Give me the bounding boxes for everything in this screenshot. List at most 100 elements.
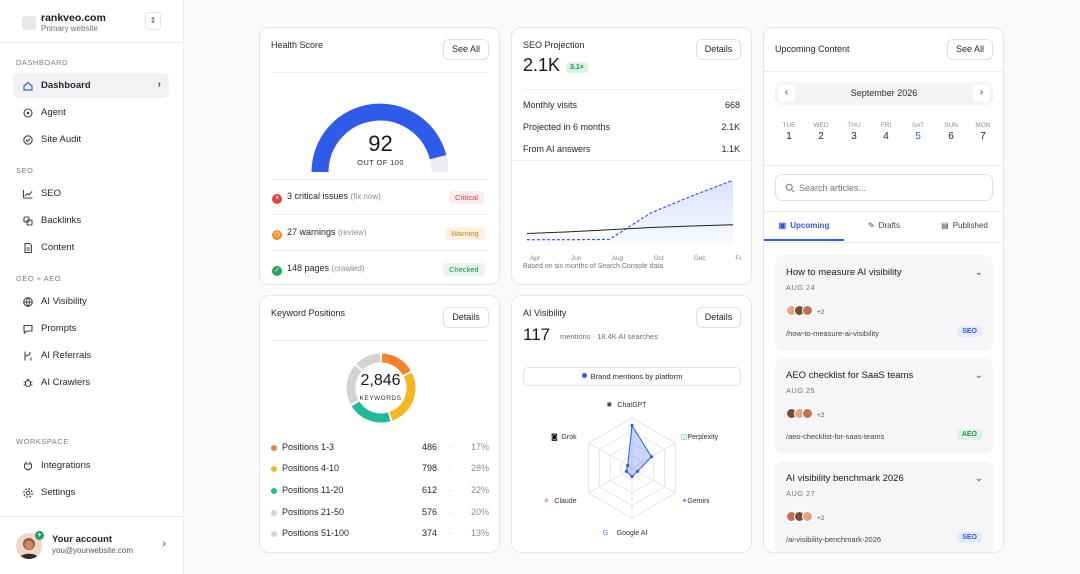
calendar-day[interactable]: TUE 1 xyxy=(778,122,800,142)
position-row[interactable]: Positions 1-3 486 · 17% xyxy=(271,441,489,455)
sidebar-item-label: Agent xyxy=(41,107,66,118)
sidebar-item-backlinks[interactable]: Backlinks xyxy=(13,208,169,233)
issue-row-checked[interactable]: ✓ 148 pages (crawled) xyxy=(272,263,364,276)
separator: · xyxy=(449,485,452,495)
legend-dot xyxy=(271,510,277,516)
sidebar-item-ai-visibility[interactable]: AI Visibility xyxy=(13,289,169,314)
account-name: Your account xyxy=(52,534,112,545)
tab-published[interactable]: ▤ Published xyxy=(924,215,1003,241)
chevron-updown-icon[interactable]: ⇕ xyxy=(145,12,161,30)
workspace-switcher[interactable]: rankveo.com Primary website xyxy=(22,11,162,35)
chevron-down-icon[interactable]: ⌄ xyxy=(974,267,983,278)
chevron-down-icon[interactable]: ⌄ xyxy=(974,473,983,484)
sidebar-item-integrations[interactable]: Integrations xyxy=(13,453,169,478)
account-menu[interactable]: + Your account you@yourwebsite.com › xyxy=(16,531,168,561)
position-row[interactable]: Positions 11-20 612 · 22% xyxy=(271,484,489,498)
issue-row-critical[interactable]: × 3 critical issues (fix now) xyxy=(272,191,381,204)
content-item[interactable]: AI visibility benchmark 2026 ⌄ AUG 27 +2… xyxy=(775,461,993,552)
sidebar-item-agent[interactable]: Agent xyxy=(13,100,169,125)
chevron-left-icon[interactable]: ‹ xyxy=(778,85,795,102)
sidebar-item-seo[interactable]: SEO xyxy=(13,181,169,206)
see-all-button[interactable]: See All xyxy=(443,39,489,60)
projection-line xyxy=(527,179,734,241)
content-item[interactable]: How to measure AI visibility ⌄ AUG 24 +2… xyxy=(775,255,993,351)
stat-label: From AI answers xyxy=(523,144,591,154)
details-button[interactable]: Details xyxy=(696,39,741,60)
status-badge: Checked xyxy=(443,263,485,276)
position-label: Positions 21-50 xyxy=(282,507,345,517)
radar-point[interactable] xyxy=(626,463,630,468)
radar-point[interactable] xyxy=(649,455,654,459)
item-date: AUG 24 xyxy=(786,283,816,292)
calendar-day[interactable]: THU 3 xyxy=(843,122,865,142)
issue-note: (review) xyxy=(338,228,367,237)
issue-note: (crawled) xyxy=(331,264,365,273)
assignee-avatars: +2 xyxy=(786,509,824,523)
content-item[interactable]: AEO checklist for SaaS teams ⌄ AUG 25 +2… xyxy=(775,358,993,454)
sidebar-item-label: Settings xyxy=(41,487,76,498)
radar-point[interactable] xyxy=(624,469,628,473)
sidebar-item-settings[interactable]: Settings xyxy=(13,480,169,505)
sidebar-item-ai-crawlers[interactable]: AI Crawlers xyxy=(13,370,169,395)
divider xyxy=(271,179,489,180)
calendar-day[interactable]: FRI 4 xyxy=(875,122,897,142)
see-all-button[interactable]: See All xyxy=(947,39,993,60)
details-button[interactable]: Details xyxy=(443,307,489,328)
donut-slice[interactable] xyxy=(389,372,416,421)
calendar-day-selected[interactable]: SAT 5 xyxy=(907,122,929,142)
plug-icon xyxy=(23,461,33,471)
position-value: 798 xyxy=(421,463,437,473)
calendar-day[interactable]: MON 7 xyxy=(972,122,994,142)
position-percent: 17% xyxy=(470,442,489,452)
sidebar-item-ai-referrals[interactable]: AI Referrals xyxy=(13,343,169,368)
sidebar-item-site-audit[interactable]: Site Audit xyxy=(13,127,169,152)
position-row[interactable]: Positions 51-100 374 · 13% xyxy=(271,527,489,541)
day-name: THU xyxy=(847,122,861,129)
platform-filter-chip[interactable]: Brand mentions by platform xyxy=(523,367,741,386)
donut-slice[interactable] xyxy=(346,365,362,405)
sidebar-item-prompts[interactable]: Prompts xyxy=(13,316,169,341)
tab-drafts[interactable]: ✎ Drafts xyxy=(844,215,924,241)
search-icon xyxy=(785,183,795,193)
stat-value: 1.1K xyxy=(721,144,740,154)
day-number: 3 xyxy=(851,131,857,142)
sidebar-item-content[interactable]: Content xyxy=(13,235,169,260)
perplexity-icon: ◫ xyxy=(681,433,688,441)
radar-point[interactable] xyxy=(630,474,634,479)
issue-row-warning[interactable]: ◷ 27 warnings (review) xyxy=(272,227,367,240)
tab-upcoming[interactable]: ▣ Upcoming xyxy=(764,215,844,241)
projection-area xyxy=(527,180,733,246)
position-row[interactable]: Positions 4-10 798 · 28% xyxy=(271,462,489,476)
calendar-day[interactable]: SUN 6 xyxy=(940,122,962,142)
search-input[interactable] xyxy=(799,180,984,195)
x-tick-label: Dec xyxy=(694,255,706,262)
divider xyxy=(764,211,1003,212)
donut-slice[interactable] xyxy=(356,353,381,371)
chevron-down-icon[interactable]: ⌄ xyxy=(974,370,983,381)
sidebar-item-dashboard[interactable]: Dashboard › xyxy=(13,73,169,98)
calendar-day[interactable]: WED 2 xyxy=(810,122,832,142)
chevron-right-icon[interactable]: › xyxy=(973,85,990,102)
item-title: AI visibility benchmark 2026 xyxy=(786,473,904,484)
position-row[interactable]: Positions 21-50 576 · 20% xyxy=(271,506,489,520)
divider xyxy=(523,89,741,90)
day-name: SAT xyxy=(911,122,925,129)
health-score-subtitle: OUT OF 100 xyxy=(357,158,404,167)
keyword-positions-card: Keyword Positions Details 2,846 KEYWORDS… xyxy=(259,295,500,553)
radar-point[interactable] xyxy=(630,423,634,428)
donut-slice[interactable] xyxy=(351,401,391,423)
radar-point[interactable] xyxy=(636,469,640,473)
audit-icon xyxy=(23,134,33,145)
trend-icon xyxy=(22,189,33,199)
main-content: Health Score See All 92 OUT OF 100 × 3 cr… xyxy=(184,0,1080,574)
tab-label: Published xyxy=(952,221,988,230)
account-email: you@yourwebsite.com xyxy=(52,546,134,555)
radar-axis xyxy=(631,442,676,469)
details-button[interactable]: Details xyxy=(696,307,741,328)
status-badge: Warning xyxy=(445,227,485,240)
donut-slice[interactable] xyxy=(381,353,411,376)
chatgpt-icon: ✺ xyxy=(606,401,612,409)
ai-visibility-subtitle: mentions · 18.4K AI searches xyxy=(560,332,658,341)
section-workspace: WORKSPACE xyxy=(16,437,69,446)
